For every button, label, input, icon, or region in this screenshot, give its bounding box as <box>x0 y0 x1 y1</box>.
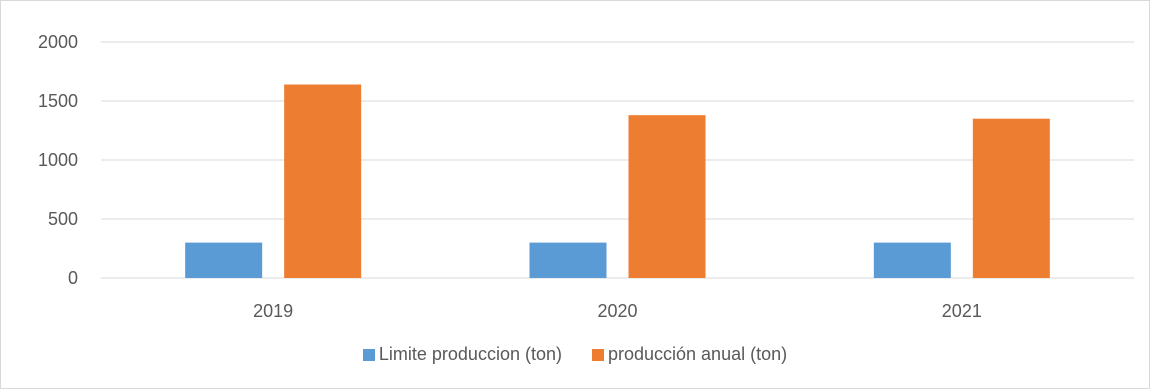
legend-swatch-produccion <box>591 348 604 361</box>
x-tick-label: 2019 <box>253 301 293 321</box>
x-tick-label: 2021 <box>942 301 982 321</box>
y-tick-label: 500 <box>48 209 78 229</box>
y-tick-label: 1000 <box>38 150 78 170</box>
gridlines <box>101 41 1134 279</box>
legend-swatch-limite <box>362 348 375 361</box>
bar-limite-2021 <box>873 242 951 278</box>
bar-chart: 0 500 1000 1500 2000 2019 2020 2021 <box>38 32 1134 321</box>
x-tick-label: 2020 <box>597 301 637 321</box>
legend-label-produccion: producción anual (ton) <box>607 344 788 364</box>
legend: Limite produccion (ton) producción anual… <box>1 344 1149 365</box>
bar-produccion-2019 <box>284 84 362 278</box>
x-axis-ticks: 2019 2020 2021 <box>253 301 982 321</box>
y-tick-label: 0 <box>68 268 78 288</box>
y-tick-label: 1500 <box>38 91 78 111</box>
y-tick-label: 2000 <box>38 32 78 52</box>
legend-item-limite: Limite produccion (ton) <box>362 344 562 365</box>
y-axis-ticks: 0 500 1000 1500 2000 <box>38 32 78 288</box>
bars <box>185 84 1050 278</box>
legend-label-limite: Limite produccion (ton) <box>378 344 562 364</box>
bar-limite-2020 <box>529 242 607 278</box>
bar-produccion-2020 <box>628 115 706 278</box>
bar-limite-2019 <box>185 242 263 278</box>
bar-produccion-2021 <box>972 118 1050 278</box>
legend-item-produccion: producción anual (ton) <box>591 344 788 365</box>
